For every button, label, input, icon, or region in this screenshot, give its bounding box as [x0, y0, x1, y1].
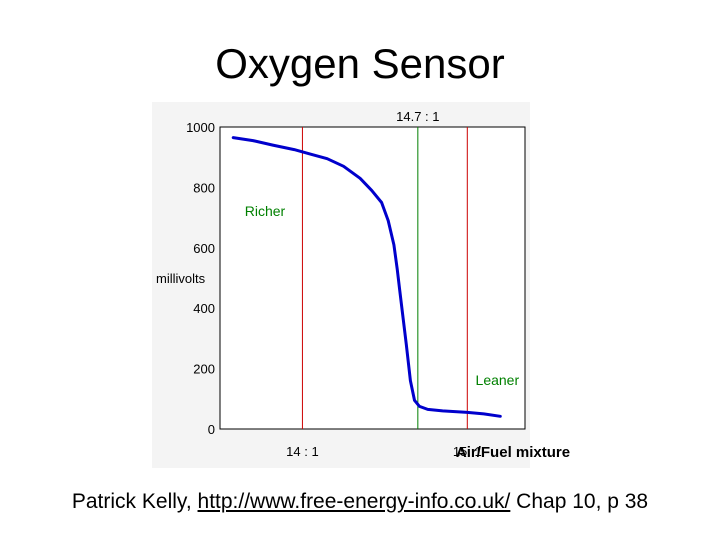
y-tick-label: 400 — [193, 301, 215, 316]
ratio-marker-label: 15: 1 — [453, 444, 482, 459]
y-axis-ticks: 0 200 400 600 800 1000 — [186, 120, 215, 437]
sensor-voltage-curve — [231, 136, 502, 418]
y-tick-label: 600 — [193, 241, 215, 256]
annotations: Richer Leaner — [245, 203, 520, 388]
y-axis-label: millivolts — [156, 271, 206, 286]
data-series — [231, 136, 502, 418]
footer-author: Patrick Kelly, — [71, 490, 198, 513]
ratio-marker-label: 14.7 : 1 — [396, 109, 439, 124]
ratio-marker-label: 14 : 1 — [286, 444, 319, 459]
slide-title: Oxygen Sensor — [215, 40, 505, 87]
y-tick-label: 800 — [193, 180, 215, 195]
region-annotation: Richer — [245, 203, 286, 219]
region-annotation: Leaner — [476, 372, 520, 388]
plot-area — [219, 126, 526, 430]
vertical-markers: 14 : 1 14.7 : 1 15: 1 — [286, 109, 482, 459]
footer-citation: Patrick Kelly, http://www.free-energy-in… — [0, 490, 720, 514]
y-tick-label: 200 — [193, 362, 215, 377]
y-tick-label: 1000 — [186, 120, 215, 135]
x-axis-label: Air/Fuel mixture — [456, 444, 570, 461]
footer-link[interactable]: http://www.free-energy-info.co.uk/ — [197, 490, 511, 513]
y-tick-label: 0 — [208, 422, 215, 437]
footer-reference: Chap 10, p 38 — [510, 490, 649, 513]
